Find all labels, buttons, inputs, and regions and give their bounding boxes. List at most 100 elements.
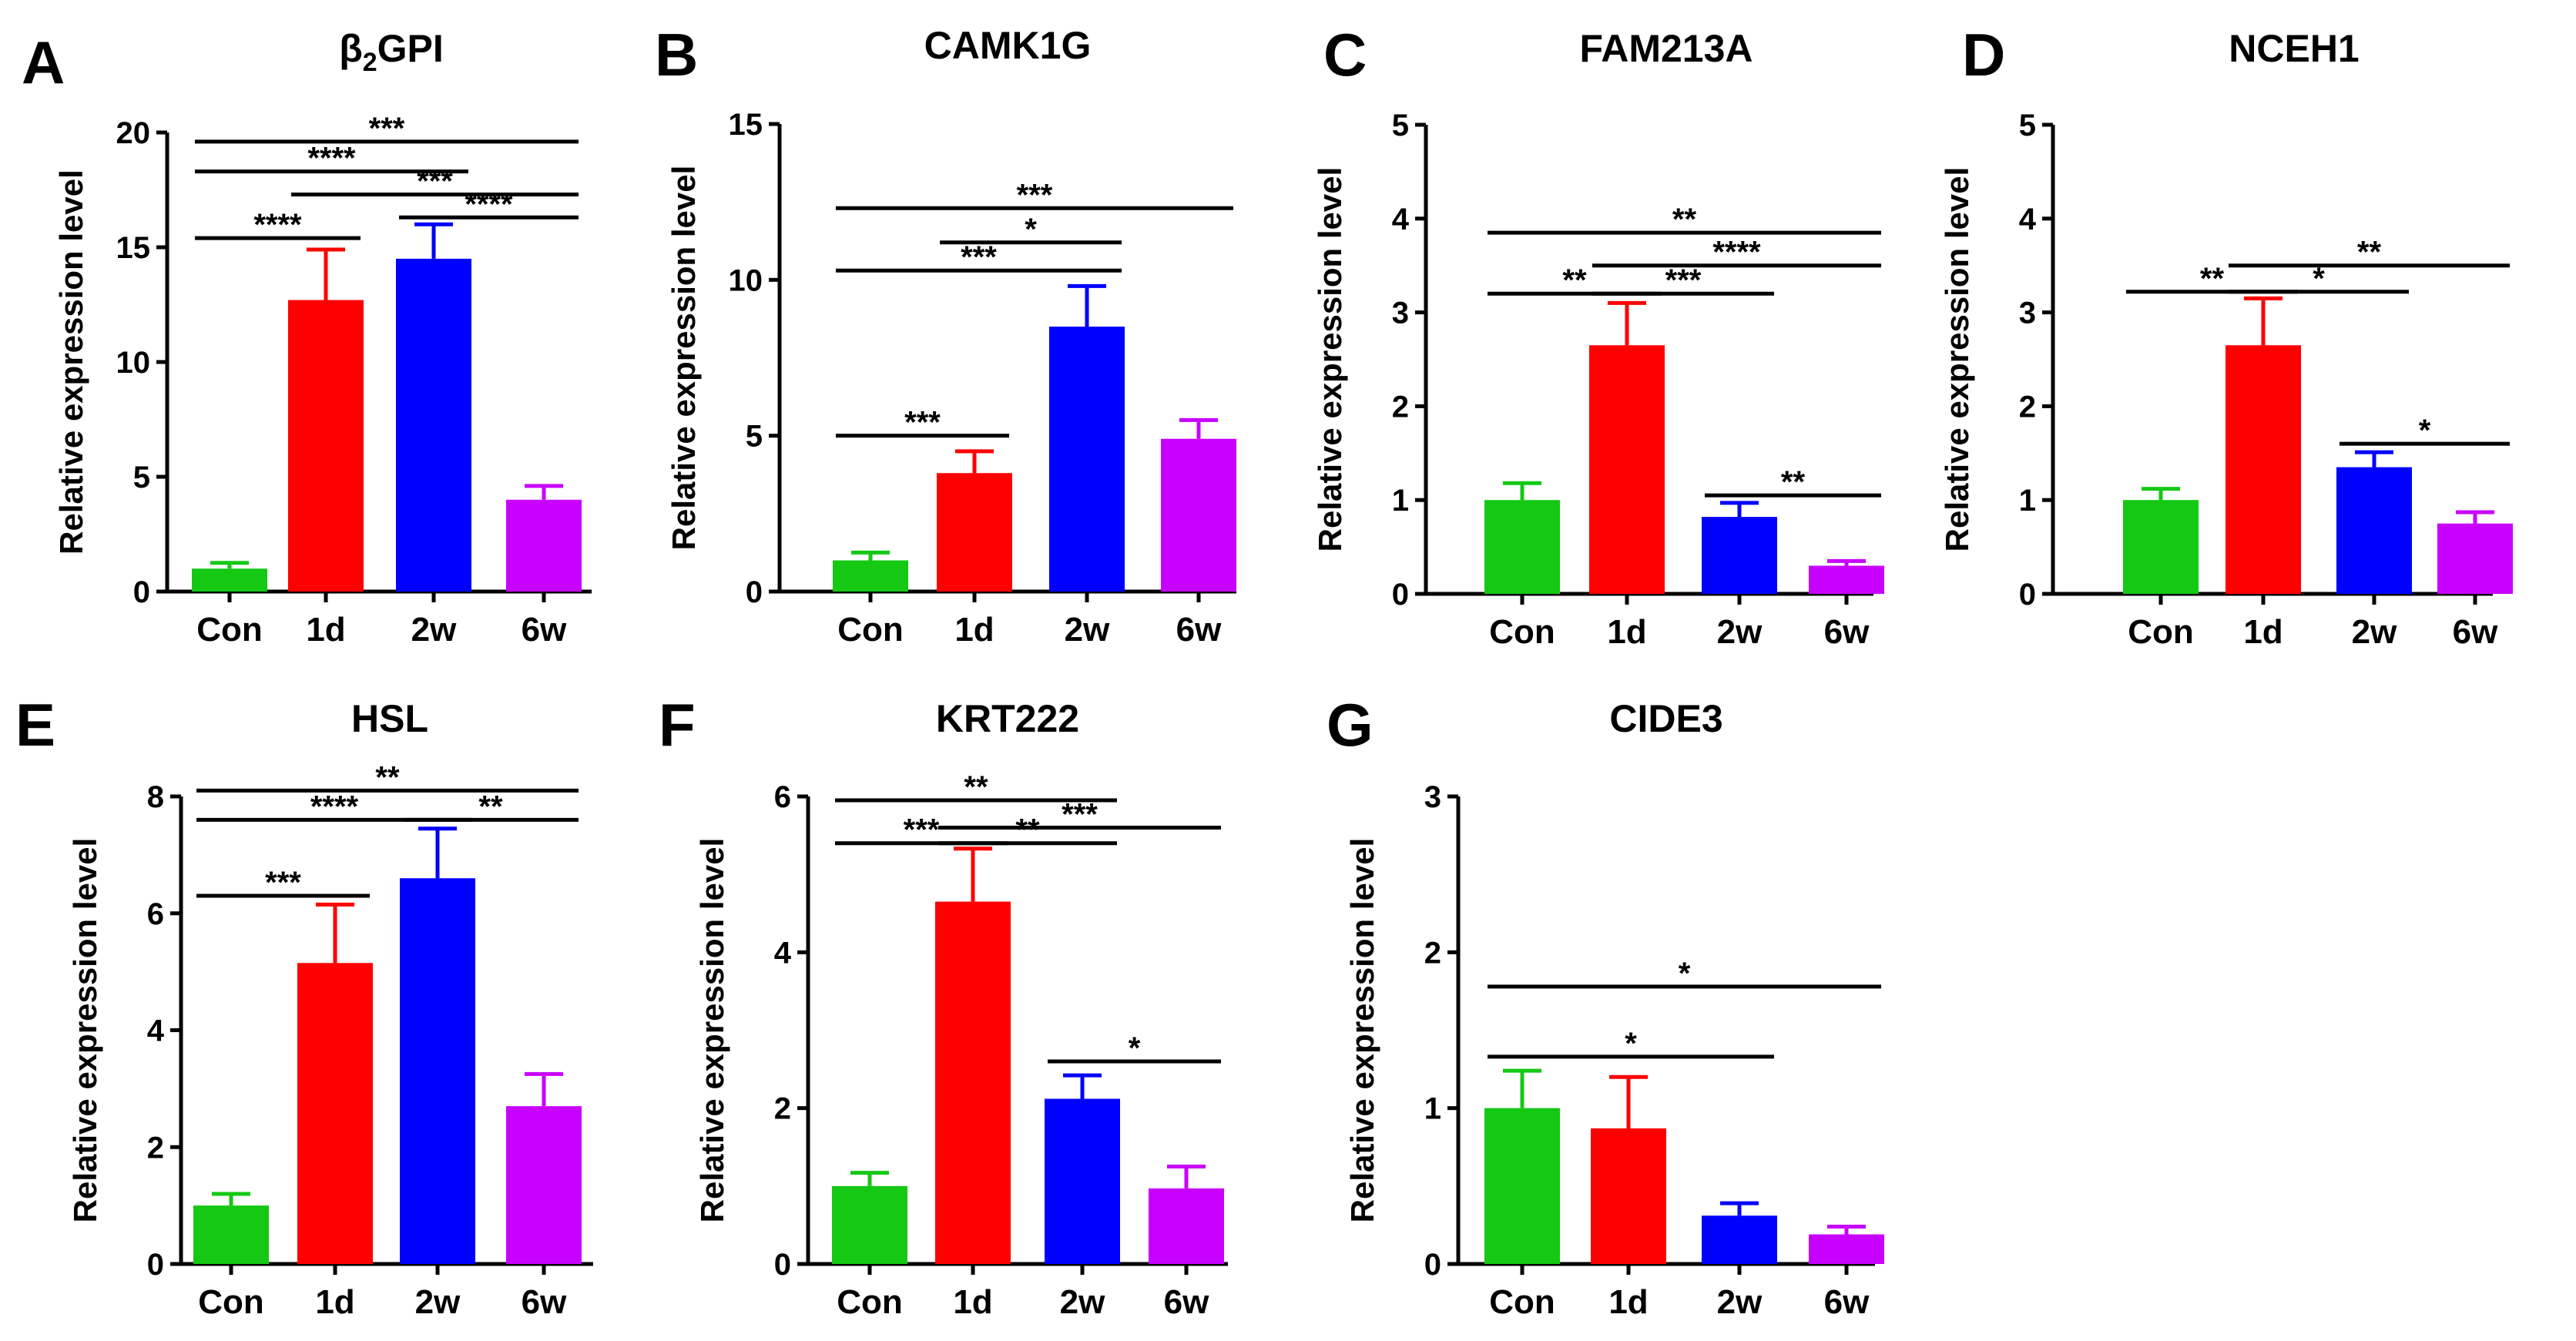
y-tick-label: 4 <box>147 1014 165 1048</box>
x-tick-label: 1d <box>1607 613 1646 651</box>
significance-label: *** <box>265 866 301 900</box>
chart-panel-b: B CAMK1G Relative expression level 0 5 10 15 Co… <box>655 21 1236 649</box>
significance-label: **** <box>253 208 302 242</box>
significance-label: * <box>1129 1031 1141 1065</box>
bar-con <box>193 1205 269 1264</box>
y-tick-label: 1 <box>1424 1092 1441 1126</box>
bar-1d <box>1589 345 1665 594</box>
bar-2w <box>400 878 475 1264</box>
chart-title: CAMK1G <box>924 24 1092 67</box>
significance-label: ** <box>1781 465 1806 499</box>
significance-label: *** <box>1665 263 1702 297</box>
chart-panel-g: G CIDE3 Relative expression level 0 1 2 3 Con 1d… <box>1327 691 1884 1321</box>
y-tick-label: 5 <box>1392 109 1409 142</box>
bar-con <box>833 560 908 592</box>
bar-1d <box>1591 1128 1666 1264</box>
bar-1d <box>297 963 373 1264</box>
significance-label: ** <box>1015 813 1040 847</box>
y-axis-label: Relative expression level <box>1312 167 1348 552</box>
y-axis-label: Relative expression level <box>1939 167 1975 552</box>
chart-title: β2GPI <box>339 27 444 77</box>
chart-panel-f: F KRT222 Relative expression level 0 2 4 6 Con 1… <box>659 691 1228 1321</box>
y-tick-label: 3 <box>1424 780 1441 814</box>
significance-label: *** <box>1017 178 1053 212</box>
y-tick-label: 0 <box>147 1248 164 1282</box>
y-tick-label: 5 <box>2019 109 2036 142</box>
significance-label: *** <box>904 406 941 440</box>
chart-panel-c: C FAM213A Relative expression level 0 1 2 3 4 5 C… <box>1312 21 1884 651</box>
bar-6w <box>1149 1188 1224 1264</box>
y-tick-label: 2 <box>147 1131 164 1165</box>
y-tick-label: 0 <box>133 575 150 609</box>
significance-label: **** <box>465 187 513 221</box>
bar-6w <box>1809 1234 1884 1264</box>
y-tick-label: 3 <box>1392 297 1409 330</box>
x-tick-label: 6w <box>1176 611 1222 649</box>
significance-label: ** <box>1562 263 1587 297</box>
x-tick-label: 2w <box>1717 613 1763 651</box>
x-tick-label: Con <box>196 611 263 649</box>
bar-con <box>1484 500 1560 594</box>
y-tick-label: 0 <box>1424 1248 1441 1282</box>
x-tick-label: 1d <box>1608 1283 1648 1321</box>
x-tick-label: 6w <box>522 611 567 649</box>
x-tick-label: 6w <box>1164 1283 1209 1321</box>
y-tick-label: 2 <box>1392 390 1409 424</box>
y-tick-label: 2 <box>774 1092 791 1126</box>
significance-label: ** <box>2200 262 2225 296</box>
x-tick-label: 6w <box>522 1283 567 1321</box>
y-tick-label: 10 <box>729 263 763 297</box>
significance-label: * <box>1679 957 1691 991</box>
y-tick-label: 10 <box>116 346 151 380</box>
panel-letter: E <box>15 691 55 759</box>
bar-6w <box>2437 523 2513 594</box>
y-tick-label: 2 <box>2019 390 2036 424</box>
x-tick-label: Con <box>2128 613 2194 651</box>
y-tick-label: 0 <box>1392 578 1409 612</box>
y-tick-label: 3 <box>2019 297 2036 330</box>
significance-label: **** <box>1712 236 1761 270</box>
bar-con <box>1484 1108 1560 1264</box>
y-tick-label: 15 <box>729 108 763 142</box>
x-tick-label: 1d <box>306 611 345 649</box>
y-tick-label: 5 <box>746 420 763 454</box>
x-tick-label: 1d <box>954 611 994 649</box>
panel-letter: C <box>1323 21 1367 89</box>
bar-1d <box>937 473 1012 592</box>
y-axis-label: Relative expression level <box>53 169 89 555</box>
y-axis-label: Relative expression level <box>666 166 702 551</box>
x-tick-label: 1d <box>2243 613 2283 651</box>
y-tick-label: 5 <box>133 461 150 494</box>
y-tick-label: 15 <box>116 231 151 265</box>
significance-label: ** <box>478 790 503 823</box>
significance-label: *** <box>961 240 997 274</box>
x-tick-label: 1d <box>953 1283 992 1321</box>
bar-2w <box>1702 1215 1777 1264</box>
significance-label: * <box>2419 414 2431 448</box>
y-tick-label: 20 <box>116 116 151 150</box>
y-tick-label: 4 <box>1392 203 1410 236</box>
significance-label: **** <box>310 790 359 823</box>
significance-label: * <box>1025 213 1037 246</box>
y-tick-label: 4 <box>774 936 792 970</box>
y-axis-label: Relative expression level <box>694 838 730 1223</box>
y-tick-label: 6 <box>147 897 164 931</box>
bar-6w <box>1809 565 1884 594</box>
significance-label: ** <box>964 770 988 804</box>
chart-panel-e: E HSL Relative expression level 0 2 4 6 8 Con 1d 2… <box>15 691 593 1321</box>
bar-1d <box>935 901 1011 1264</box>
x-tick-label: 2w <box>1717 1283 1763 1321</box>
chart-title: CIDE3 <box>1609 697 1722 740</box>
panel-letter: A <box>22 28 65 96</box>
y-tick-label: 4 <box>2019 203 2037 236</box>
chart-panel-d: D NCEH1 Relative expression level 0 1 2 3 4 5 Con… <box>1939 21 2513 651</box>
y-tick-label: 0 <box>774 1248 791 1282</box>
chart-title: KRT222 <box>936 697 1079 740</box>
significance-label: ** <box>2357 236 2382 270</box>
y-tick-label: 1 <box>1392 484 1409 518</box>
chart-title: FAM213A <box>1579 27 1753 70</box>
y-tick-label: 2 <box>1424 936 1441 970</box>
bar-6w <box>506 499 582 592</box>
bar-2w <box>1045 1098 1120 1264</box>
